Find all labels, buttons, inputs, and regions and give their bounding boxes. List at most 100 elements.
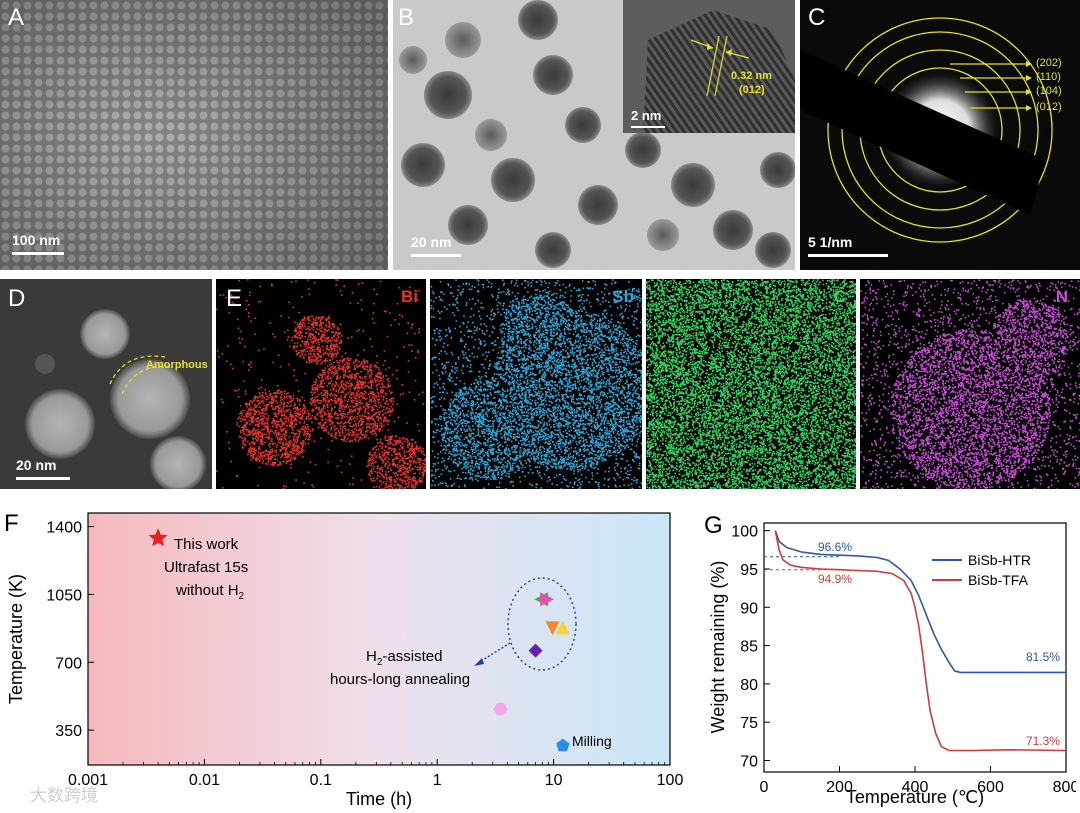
element-label-bi: Bi	[401, 287, 418, 307]
g-ytick-label: 100	[731, 524, 758, 541]
panel-d-scale-label: 20 nm	[16, 457, 56, 473]
g-ytick-label: 75	[740, 715, 758, 732]
chart-f-h2-h: H	[366, 648, 377, 665]
panel-d-particles	[25, 309, 206, 489]
g-series-1	[774, 530, 1067, 752]
element-label-c: C	[834, 287, 846, 307]
chart-f-without-h2: without H2	[175, 582, 245, 602]
panel-e-map-n: N	[860, 279, 1080, 489]
legend-label-tfa: BiSb-TFA	[968, 572, 1029, 588]
mapBi-points	[216, 279, 426, 489]
panel-b-inset-scale-bar	[631, 126, 665, 128]
chart-g-xlabel: Temperature (℃)	[846, 787, 984, 807]
chart-g-series	[774, 530, 1067, 752]
ring-label-012: (012)	[1036, 101, 1062, 113]
chart-f-hours-long: hours-long annealing	[330, 671, 470, 688]
f-point-star	[148, 528, 168, 547]
f-xtick-label: 10	[545, 772, 563, 789]
panel-d-label: D	[8, 285, 25, 313]
label-tfa-plateau: 94.9%	[818, 572, 852, 586]
c-map-dots	[646, 279, 856, 489]
panel-e-map-sb: Sb	[430, 279, 642, 489]
f-xtick-label: 0.001	[68, 772, 108, 789]
panel-b-spacing-label: 0.32 nm	[731, 70, 772, 82]
panel-e-map-c: C	[646, 279, 856, 489]
panel-e-map-bi: E Bi	[216, 279, 426, 489]
g-xtick-label: 200	[826, 779, 853, 796]
g-series-0	[774, 530, 1066, 674]
mapC-points	[646, 279, 856, 489]
panel-a-scale-bar	[12, 252, 64, 255]
chart-f-h2-assisted: H2-assisted	[366, 648, 442, 668]
chart-f-marks	[148, 528, 570, 752]
watermark: 大数跨境	[30, 786, 98, 805]
panel-d-haadf-image: Amorphous D 20 nm	[0, 279, 212, 489]
amorphous-label: Amorphous	[146, 359, 208, 371]
chart-f-cluster-ellipse	[507, 577, 577, 671]
f-xtick-label: 0.01	[189, 772, 220, 789]
f-point-diamond	[528, 643, 543, 658]
panel-b-lattice	[623, 0, 795, 133]
f-point-hexagon	[493, 703, 508, 716]
g-ytick-label: 80	[740, 677, 758, 694]
f-point-triangle-down	[545, 621, 560, 636]
panel-c-label: C	[808, 4, 825, 32]
f-ytick-label: 350	[55, 723, 82, 740]
panel-e-label: E	[226, 285, 242, 313]
f-ytick-label: 700	[55, 655, 82, 672]
label-tfa-final: 71.3%	[1026, 734, 1060, 748]
panel-a-texture	[0, 0, 388, 270]
panel-c-diffraction	[800, 17, 1053, 243]
f-xtick-label: 1	[433, 772, 442, 789]
chart-f-xlabel: Time (h)	[346, 789, 412, 809]
n-map-dots	[860, 279, 1080, 489]
legend-label-htr: BiSb-HTR	[968, 552, 1031, 568]
g-ytick-label: 90	[740, 600, 758, 617]
chart-f-milling: Milling	[572, 733, 612, 749]
g-xtick-label: 800	[1053, 779, 1076, 796]
g-xtick-label: 400	[902, 779, 929, 796]
element-label-n: N	[1056, 287, 1068, 307]
panel-b-particles	[399, 0, 795, 268]
f-xtick-label: 0.1	[310, 772, 332, 789]
panel-c-scale-bar	[808, 254, 888, 257]
f-xtick-label: 100	[657, 772, 684, 789]
f-point-pentagon	[556, 738, 570, 752]
mapSb-points	[430, 279, 642, 489]
g-ytick-label: 70	[740, 754, 758, 771]
chart-g-ylabel: Weight remaining (%)	[708, 561, 728, 734]
label-htr-final: 81.5%	[1026, 650, 1060, 664]
f-ytick-label: 1050	[46, 587, 82, 604]
chart-f-temperature-vs-time: F 0.001 0.01 0.1 1 10 100 350 700 1050 1400 Time …	[4, 510, 684, 809]
mapN-points	[860, 279, 1080, 489]
ring-label-104: (104)	[1036, 85, 1062, 97]
chart-g-plot-area	[763, 522, 1067, 773]
panel-b-scale-label: 20 nm	[411, 234, 451, 250]
chart-g-tga: G 0 200 400 600 800 70 75 80 85 90 95 100 Temperatu…	[704, 512, 1076, 807]
element-label-sb: Sb	[612, 287, 634, 307]
panel-b-hrtem-inset: 0.32 nm (012) 2 nm	[623, 0, 795, 133]
chart-f-h2-rest: -assisted	[382, 648, 442, 665]
panel-f-label: F	[4, 510, 19, 537]
bi-map-dots	[216, 279, 426, 489]
panel-c-scale-label: 5 1/nm	[808, 234, 852, 250]
g-xtick-label: 0	[760, 779, 769, 796]
panel-b-tem-image: 0.32 nm (012) 2 nm B 20 nm	[393, 0, 795, 270]
f-ytick-label: 1400	[46, 520, 82, 537]
chart-f-this-work: This work	[174, 536, 239, 553]
panel-b-plane-label: (012)	[739, 84, 765, 96]
chart-f-ylabel: Temperature (K)	[6, 574, 26, 704]
panel-b-inset-scale-label: 2 nm	[631, 108, 661, 123]
g-ytick-label: 95	[740, 562, 758, 579]
panel-a-sem-image: A 100 nm	[0, 0, 388, 270]
chart-f-arrow-head	[474, 658, 484, 666]
sb-map-dots	[430, 279, 642, 489]
chart-f-plot-area	[87, 512, 671, 766]
panel-b-label: B	[398, 4, 414, 32]
panel-c-saed-image: (202) (110) (104) (012) C 5 1/nm	[800, 0, 1080, 270]
ring-label-110: (110)	[1036, 71, 1061, 83]
chart-f-ultrafast: Ultrafast 15s	[164, 559, 248, 576]
panel-d-scale-bar	[16, 477, 70, 480]
chart-g-axes: 0 200 400 600 800 70 75 80 85 90 95 100	[731, 524, 1076, 796]
g-xtick-label: 600	[977, 779, 1004, 796]
